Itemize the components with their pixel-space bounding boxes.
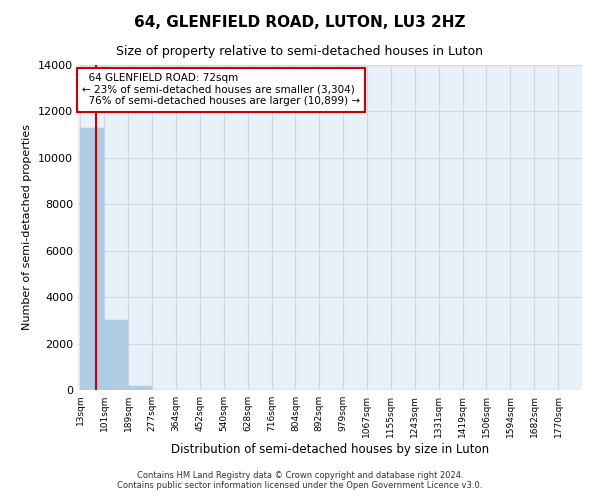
Y-axis label: Number of semi-detached properties: Number of semi-detached properties [22,124,32,330]
Text: 64, GLENFIELD ROAD, LUTON, LU3 2HZ: 64, GLENFIELD ROAD, LUTON, LU3 2HZ [134,15,466,30]
Text: 64 GLENFIELD ROAD: 72sqm
← 23% of semi-detached houses are smaller (3,304)
  76%: 64 GLENFIELD ROAD: 72sqm ← 23% of semi-d… [82,73,360,106]
Bar [128,386,152,390]
Bar [80,128,104,390]
Text: Contains HM Land Registry data © Crown copyright and database right 2024.
Contai: Contains HM Land Registry data © Crown c… [118,470,482,490]
Text: Distribution of semi-detached houses by size in Luton: Distribution of semi-detached houses by … [171,442,489,456]
Text: Size of property relative to semi-detached houses in Luton: Size of property relative to semi-detach… [116,45,484,58]
Bar [104,320,128,390]
